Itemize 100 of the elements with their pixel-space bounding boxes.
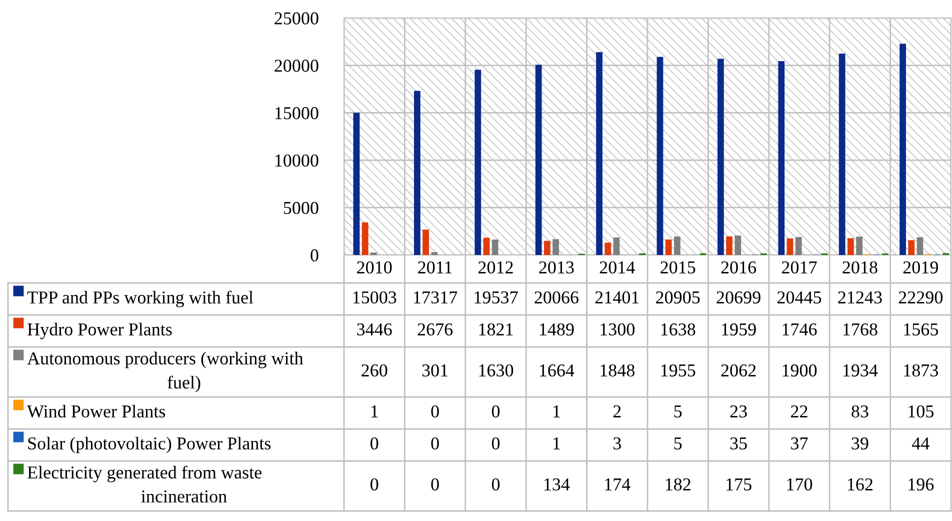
y-tick-label: 15000 xyxy=(275,107,318,120)
bar xyxy=(786,238,794,255)
legend-label: Wind Power Plants xyxy=(27,404,166,418)
data-label: 23 xyxy=(730,405,747,418)
data-label: 175 xyxy=(726,478,752,491)
data-label: 1821 xyxy=(479,323,513,336)
x-tick-label: 2018 xyxy=(842,261,878,274)
data-label: 20699 xyxy=(716,291,760,304)
bar xyxy=(908,240,915,255)
data-label: 20905 xyxy=(656,291,700,304)
data-label: 182 xyxy=(666,478,690,491)
data-label: 19537 xyxy=(474,291,518,304)
bar xyxy=(596,52,602,255)
y-tick-label: 25000 xyxy=(274,12,318,24)
data-label: 1300 xyxy=(600,323,635,336)
x-tick-label: 2011 xyxy=(418,261,452,274)
bar xyxy=(535,64,542,255)
data-label: 0 xyxy=(431,437,439,450)
x-tick-label: 2017 xyxy=(782,261,817,274)
bar xyxy=(544,240,550,255)
bar xyxy=(838,54,846,255)
data-label: 1 xyxy=(371,405,378,418)
x-tick-label: 2019 xyxy=(903,261,938,274)
data-label: 196 xyxy=(908,478,934,491)
data-label: 0 xyxy=(370,478,378,491)
data-label: 1873 xyxy=(904,364,938,377)
data-label: 3446 xyxy=(357,323,392,336)
x-tick-label: 2015 xyxy=(660,261,696,274)
bar xyxy=(604,242,612,255)
data-label: 105 xyxy=(908,405,934,418)
bar xyxy=(848,238,854,255)
data-label: 1746 xyxy=(782,323,817,336)
data-label: 0 xyxy=(431,405,439,418)
y-tick-label: 0 xyxy=(310,249,318,262)
data-label: 0 xyxy=(492,478,500,491)
data-label: 1934 xyxy=(843,364,878,377)
bar xyxy=(613,237,620,255)
data-label: 15003 xyxy=(353,291,396,304)
bar xyxy=(552,239,559,255)
data-label: 21401 xyxy=(595,291,639,304)
data-label: 3 xyxy=(614,437,621,450)
data-label: 162 xyxy=(848,478,872,491)
data-label: 20066 xyxy=(534,291,578,304)
x-tick-label: 2010 xyxy=(357,261,392,274)
data-label: 37 xyxy=(791,437,808,450)
bar xyxy=(353,112,360,255)
x-tick-label: 2014 xyxy=(600,261,635,274)
data-label: 0 xyxy=(492,405,500,418)
legend-label: Electricity generated from waste incineration xyxy=(28,466,262,503)
x-tick-label: 2013 xyxy=(539,261,574,274)
data-label: 134 xyxy=(544,478,570,491)
data-label: 1630 xyxy=(479,364,514,377)
data-label: 1 xyxy=(554,437,560,450)
bar xyxy=(414,90,420,255)
data-label: 44 xyxy=(912,437,930,450)
bar xyxy=(900,44,906,255)
bar xyxy=(492,240,498,255)
legend-label: Hydro Power Plants xyxy=(28,322,172,340)
legend-label: Autonomous producers (working with fuel) xyxy=(27,352,304,392)
y-tick-label: 5000 xyxy=(284,202,318,214)
bar xyxy=(665,239,672,255)
x-tick-label: 2012 xyxy=(478,261,513,274)
data-label: 1959 xyxy=(722,323,756,336)
data-label: 0 xyxy=(492,437,500,450)
data-label: 1768 xyxy=(843,323,878,336)
data-label: 170 xyxy=(787,478,812,491)
data-label: 174 xyxy=(605,478,630,490)
legend-label: TPP and PPs working with fuel xyxy=(27,290,254,308)
bar xyxy=(474,70,482,255)
y-tick-label: 20000 xyxy=(274,60,318,72)
bar xyxy=(717,58,724,255)
data-label: 20445 xyxy=(777,291,822,304)
data-label: 1 xyxy=(554,405,560,418)
data-label: 1489 xyxy=(540,323,574,336)
data-label: 301 xyxy=(422,364,448,377)
data-label: 1565 xyxy=(904,323,938,336)
data-label: 17317 xyxy=(414,291,458,304)
bar xyxy=(483,238,490,255)
bar xyxy=(778,61,785,255)
data-label: 5 xyxy=(674,406,682,418)
data-label: 2 xyxy=(613,405,621,418)
data-label: 2062 xyxy=(721,364,756,377)
data-label: 0 xyxy=(431,478,439,491)
bar xyxy=(362,222,368,255)
bar xyxy=(431,252,438,255)
data-label: 1900 xyxy=(782,364,817,377)
data-label: 1848 xyxy=(600,364,635,377)
bar xyxy=(916,237,924,255)
bar xyxy=(856,236,862,255)
y-tick-label: 10000 xyxy=(275,154,318,167)
bar xyxy=(422,230,429,255)
bar xyxy=(734,235,742,255)
bar xyxy=(656,56,664,255)
data-label: 1664 xyxy=(540,364,574,377)
data-label: 5 xyxy=(674,438,682,450)
data-label: 83 xyxy=(852,405,868,418)
bar xyxy=(674,236,680,255)
data-label: 39 xyxy=(852,437,868,450)
data-label: 260 xyxy=(362,364,388,377)
data-label: 0 xyxy=(370,437,378,450)
